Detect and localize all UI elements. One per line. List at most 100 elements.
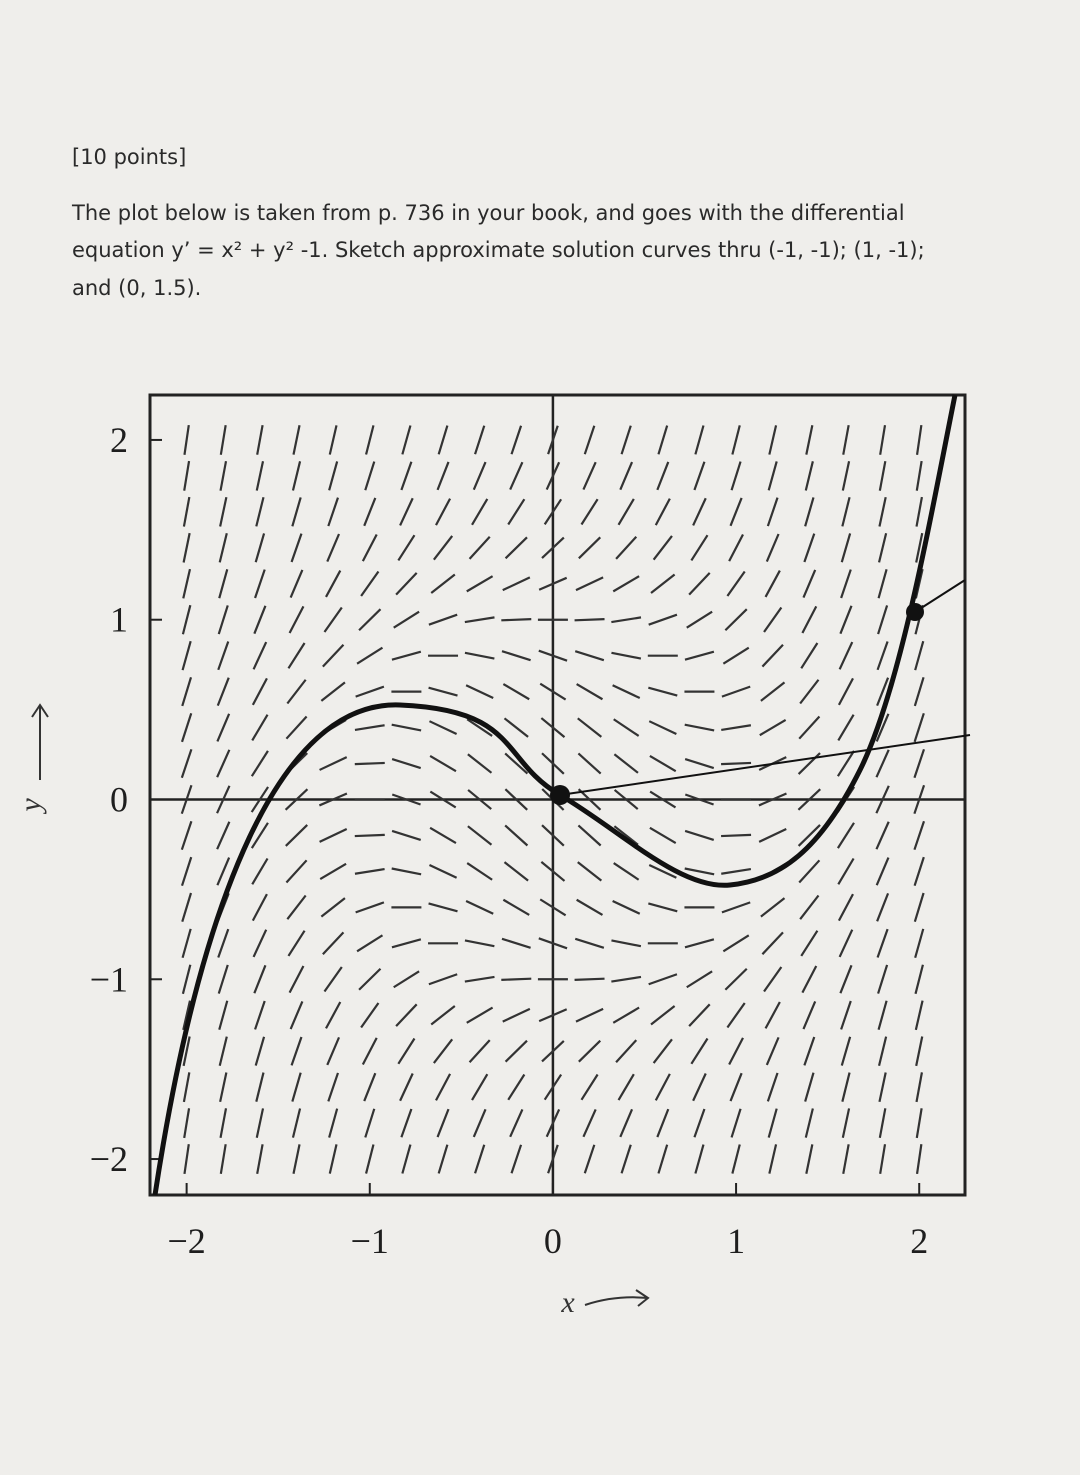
x-tick-label: 2 [910,1221,928,1261]
slope-segment [914,568,924,599]
slope-segment [724,967,748,991]
slope-segment [285,715,308,740]
slope-segment [428,686,458,697]
slope-segment [656,461,670,491]
slope-segment [400,461,413,491]
slope-segment [654,1073,671,1101]
slope-segment [650,1005,676,1026]
slope-segment [503,861,529,882]
slope-segment [877,1000,888,1030]
slope-segment [251,677,268,706]
slope-segment [464,616,495,624]
slope-segment [540,717,566,738]
slope-segment [395,572,418,596]
slope-segment [430,573,456,594]
slope-segment [539,682,567,701]
slope-segment [878,1072,887,1103]
slope-segment [575,1007,604,1023]
slope-segment [361,1037,378,1065]
solution-curve [152,394,958,1196]
slope-segment [804,1072,815,1102]
slope-segment [509,461,524,491]
slope-segment [914,640,925,671]
slope-segment [251,714,269,742]
slope-segment [507,498,526,526]
slope-segment [802,569,817,599]
slope-segment [836,822,855,849]
slope-segment [252,641,268,670]
slope-segment [538,576,568,591]
slope-segment [354,867,385,875]
slope-segment [801,605,818,634]
slope-segment [472,1108,487,1138]
slope-segment [915,460,923,491]
slope-segment [216,749,231,778]
slope-segment [726,1002,746,1029]
slope-segment [428,613,458,626]
slope-segment [360,1002,380,1029]
slope-segment [255,1072,265,1102]
slope-segment [360,570,380,597]
slope-segment [768,1144,778,1174]
y-axis-label: y [14,798,47,815]
slope-segment [502,898,530,916]
slope-segment [684,938,715,949]
slope-segment [182,1072,191,1103]
slope-segment [218,532,228,563]
slope-segment [287,642,306,669]
slope-segment [254,1036,266,1066]
slope-segment [181,640,192,671]
slope-segment [726,570,746,597]
slope-segment [501,937,531,949]
slope-segment [322,931,345,955]
slope-segment [758,828,787,843]
slope-segment [437,425,449,455]
slope-segment [612,684,641,700]
slope-segment [804,461,814,491]
slope-segment [730,461,742,491]
slope-segment [292,425,301,455]
slope-segment [576,898,604,916]
slope-segment [913,892,925,923]
slope-segment [803,1036,816,1066]
slope-segment [218,1000,229,1030]
slope-segment [578,1039,602,1063]
slope-segment [180,784,193,815]
slope-segment [323,966,343,993]
slope-segment [914,928,925,959]
tangent-line [559,734,971,796]
slope-segment [501,650,531,662]
slope-segment [613,825,639,846]
slope-segment [182,568,192,599]
slope-segment [800,930,819,957]
slope-segment [435,1073,452,1101]
slope-segment [474,1144,486,1174]
slope-segment [721,685,751,698]
slope-segment [319,756,348,771]
slope-segment [183,1108,191,1139]
slope-segment [391,723,422,732]
slope-segment [578,536,602,560]
slope-segment [915,1036,924,1067]
slope-segment [354,833,385,838]
slope-segment [914,1000,924,1031]
slope-segment [217,928,230,958]
slope-segment [913,856,925,887]
slope-segment [577,717,603,738]
slope-segment [539,898,567,917]
slope-segment [877,569,888,599]
slope-segment [216,785,231,814]
slope-segment [804,497,815,527]
x-axis-label: x [560,1286,575,1319]
slope-segment [356,934,384,953]
slope-segment [292,1144,301,1174]
slope-segment [251,857,269,885]
slope-segment [182,496,191,527]
slope-segment [574,977,605,981]
slope-segment [657,1144,669,1174]
arrow [584,1289,650,1307]
slope-segment [428,720,458,735]
slope-segment [583,425,596,455]
slope-segment [804,1108,814,1138]
slope-segment [219,1144,227,1175]
